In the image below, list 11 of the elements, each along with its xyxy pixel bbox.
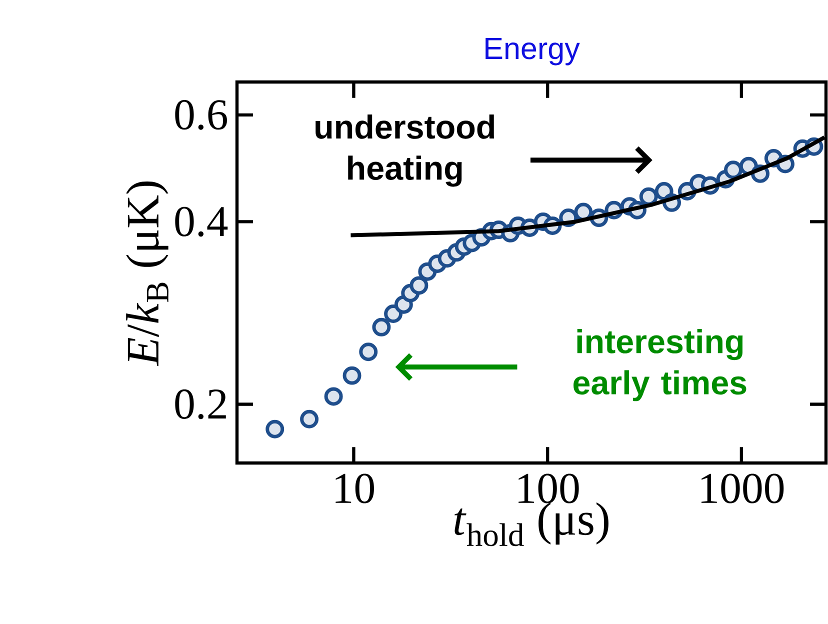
x-axis-title: t$_{hold}$ (μs)	[454, 502, 608, 546]
y-axis-title: E/k$_{B}$ (μK)	[126, 182, 168, 366]
x-tick-label: 10	[336, 474, 374, 504]
y-tick-label: 0.2	[175, 389, 226, 420]
annotation: understood heating	[316, 114, 494, 187]
annotation: interesting early times	[574, 329, 746, 402]
x-tick-label: 100	[518, 474, 579, 504]
chart-title: Energy	[486, 38, 580, 66]
x-tick-label: 1000	[701, 474, 784, 504]
y-tick-label: 0.6	[175, 100, 227, 130]
y-tick-label: 0.4	[175, 206, 228, 237]
